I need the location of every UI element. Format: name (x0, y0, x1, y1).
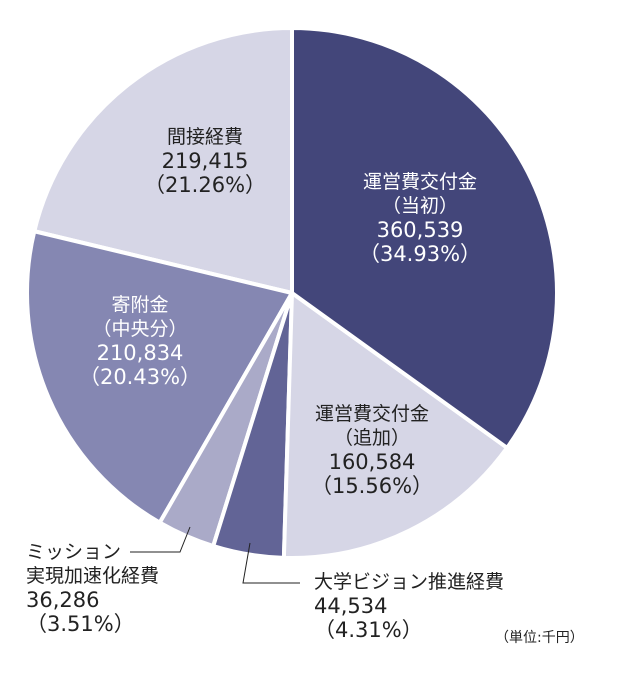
slice-percent: （15.56%） (310, 474, 434, 498)
slice-percent: （34.93%） (358, 242, 482, 266)
leader-line-vision (242, 542, 300, 584)
slice-name: 寄附金 (111, 294, 169, 316)
slice-value: 44,534 (314, 594, 388, 618)
slice-percent: （21.26%） (143, 173, 267, 197)
slice-name: ミッション (26, 541, 122, 563)
pie-slice-1 (281, 291, 510, 560)
slice-value: 210,834 (96, 341, 184, 365)
unit-note: （単位:千円） (495, 630, 584, 646)
label-mission: ミッション 実現加速化経費 36,286 （3.51%） (26, 540, 159, 636)
label-operating-additional: 運営費交付金 （追加） 160,584 （15.56%） (282, 402, 462, 498)
slice-sub: （当初） (381, 195, 458, 217)
slice-percent: （3.51%） (26, 612, 135, 636)
slice-sub: （中央分） (92, 318, 188, 340)
slice-percent: （4.31%） (314, 618, 423, 642)
pie-slice-0 (290, 26, 559, 450)
slice-value: 36,286 (26, 588, 100, 612)
slice-sub: （追加） (333, 427, 410, 449)
label-vision: 大学ビジョン推進経費 44,534 （4.31%） (314, 570, 504, 642)
pie-slice-5 (32, 26, 294, 295)
slice-value: 219,415 (161, 149, 249, 173)
slice-name: 運営費交付金 (314, 403, 429, 425)
slice-sub: 実現加速化経費 (26, 565, 160, 587)
leader-line-mission (130, 526, 191, 553)
slice-value: 360,539 (376, 218, 464, 242)
label-donation: 寄附金 （中央分） 210,834 （20.43%） (65, 293, 215, 389)
label-operating-initial: 運営費交付金 （当初） 360,539 （34.93%） (330, 170, 510, 266)
slice-percent: （20.43%） (78, 365, 202, 389)
slice-name: 運営費交付金 (362, 171, 477, 193)
pie-slice-4 (25, 229, 294, 525)
label-indirect: 間接経費 219,415 （21.26%） (130, 125, 280, 197)
slice-name: 間接経費 (166, 126, 243, 148)
slice-name: 大学ビジョン推進経費 (314, 571, 505, 593)
slice-value: 160,584 (328, 450, 416, 474)
